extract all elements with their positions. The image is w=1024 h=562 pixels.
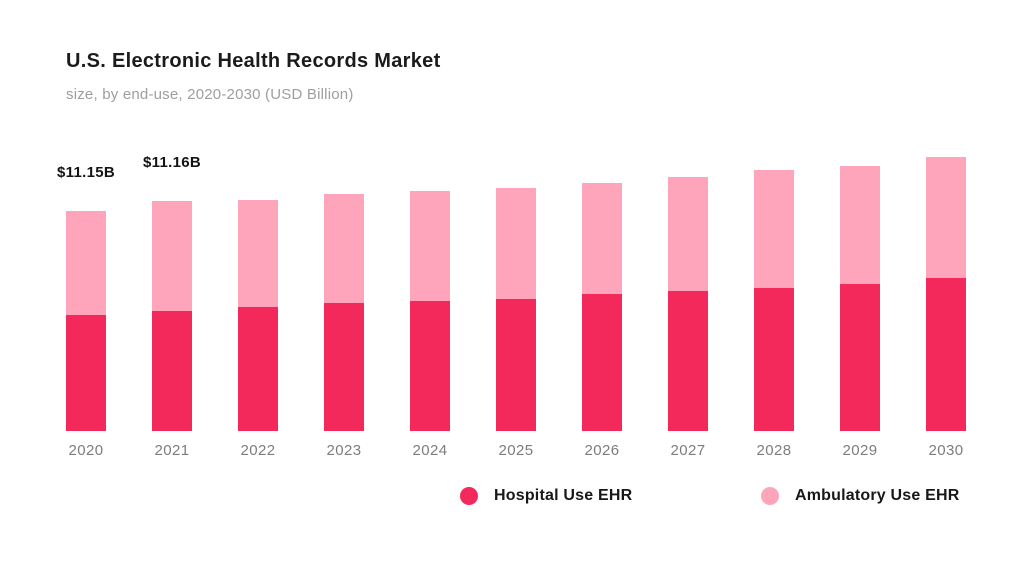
legend-item-hospital-use-ehr: Hospital Use EHR <box>460 486 632 505</box>
hospital-segment-2022 <box>238 307 278 431</box>
x-tick-label-2023: 2023 <box>326 442 362 459</box>
x-tick-label-2030: 2030 <box>928 442 964 459</box>
ambulatory-segment-2022 <box>238 200 278 307</box>
x-tick-label-2027: 2027 <box>670 442 706 459</box>
hospital-segment-2028 <box>754 288 794 431</box>
bar-column-2026: 2026 <box>582 183 622 459</box>
bar-chart-plot-area: $11.15B 2020 $11.16B 2021 2022 2023 2024 2025 20… <box>57 141 966 459</box>
chart-subtitle: size, by end-use, 2020-2030 (USD Billion… <box>66 86 354 103</box>
legend-item-ambulatory-use-ehr: Ambulatory Use EHR <box>761 486 960 505</box>
hospital-segment-2029 <box>840 284 880 431</box>
ambulatory-segment-2028 <box>754 170 794 288</box>
ambulatory-segment-2020 <box>66 211 106 315</box>
value-callout-2020: $11.15B <box>57 164 115 181</box>
x-tick-label-2024: 2024 <box>412 442 448 459</box>
bar-column-2021: $11.16B 2021 <box>143 154 201 459</box>
bar-column-2020: $11.15B 2020 <box>57 164 115 459</box>
chart-title: U.S. Electronic Health Records Market <box>66 50 441 72</box>
bar-column-2028: 2028 <box>754 170 794 459</box>
ambulatory-segment-2023 <box>324 194 364 303</box>
x-tick-label-2021: 2021 <box>154 442 190 459</box>
x-tick-label-2026: 2026 <box>584 442 620 459</box>
ambulatory-segment-2026 <box>582 183 622 294</box>
legend-label-ambulatory: Ambulatory Use EHR <box>795 486 960 504</box>
x-tick-label-2028: 2028 <box>756 442 792 459</box>
hospital-segment-2027 <box>668 291 708 431</box>
ambulatory-segment-2025 <box>496 188 536 299</box>
ambulatory-segment-2021 <box>152 201 192 311</box>
x-tick-label-2025: 2025 <box>498 442 534 459</box>
hospital-segment-2030 <box>926 278 966 431</box>
legend-label-hospital: Hospital Use EHR <box>494 486 633 504</box>
bar-column-2023: 2023 <box>324 194 364 459</box>
hospital-legend-swatch-icon <box>460 486 478 505</box>
ambulatory-legend-swatch-icon <box>761 486 779 505</box>
bar-column-2030: 2030 <box>926 157 966 459</box>
x-tick-label-2022: 2022 <box>240 442 276 459</box>
hospital-segment-2023 <box>324 303 364 431</box>
x-tick-label-2029: 2029 <box>842 442 878 459</box>
hospital-segment-2025 <box>496 299 536 431</box>
bar-column-2022: 2022 <box>238 200 278 459</box>
ambulatory-segment-2024 <box>410 191 450 301</box>
ambulatory-segment-2030 <box>926 157 966 278</box>
bar-column-2029: 2029 <box>840 166 880 459</box>
hospital-segment-2026 <box>582 294 622 431</box>
hospital-segment-2024 <box>410 301 450 431</box>
bar-column-2025: 2025 <box>496 188 536 459</box>
bar-column-2027: 2027 <box>668 177 708 459</box>
hospital-segment-2021 <box>152 311 192 431</box>
ambulatory-segment-2029 <box>840 166 880 284</box>
bar-column-2024: 2024 <box>410 191 450 459</box>
hospital-segment-2020 <box>66 315 106 431</box>
value-callout-2021: $11.16B <box>143 154 201 171</box>
x-tick-label-2020: 2020 <box>68 442 104 459</box>
ambulatory-segment-2027 <box>668 177 708 291</box>
